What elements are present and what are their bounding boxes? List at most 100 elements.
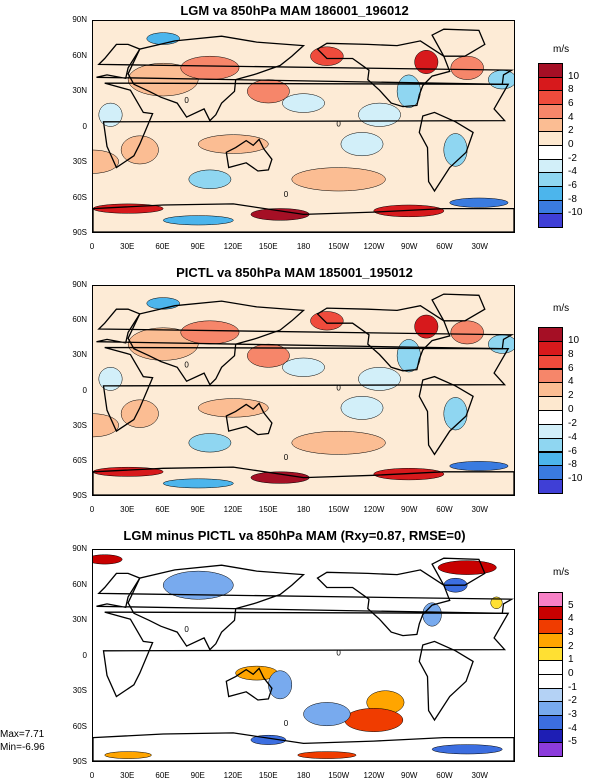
coastline-australia xyxy=(225,667,273,701)
anomaly-region xyxy=(488,69,514,90)
colorbar-swatch xyxy=(538,131,563,146)
colorbar-label: -5 xyxy=(568,736,577,748)
colorbar-swatch xyxy=(538,715,563,730)
colorbar-swatch xyxy=(538,186,563,201)
continent-outlines xyxy=(93,557,514,761)
anomaly-field xyxy=(93,32,514,226)
coastline-antarctica xyxy=(93,203,514,232)
x-tick-label: 120W xyxy=(363,505,385,514)
colorbar-swatch xyxy=(538,172,563,187)
coastline-australia xyxy=(225,138,273,172)
y-tick-label: 30S xyxy=(72,157,87,166)
anomaly-region xyxy=(449,461,509,471)
y-tick-label: 90S xyxy=(72,491,87,500)
colorbar-label: 2 xyxy=(568,640,574,652)
colorbar-swatch xyxy=(538,451,563,467)
x-tick-label: 60W xyxy=(436,771,453,780)
coastline-africa xyxy=(102,82,510,169)
anomaly-region xyxy=(120,399,159,428)
coastline-samerica xyxy=(418,111,474,193)
coastline-europe xyxy=(96,308,514,350)
x-tick-label: 120E xyxy=(223,242,243,251)
anomaly-region xyxy=(180,320,240,345)
panel1-title: LGM va 850hPa MAM 186001_196012 xyxy=(180,3,409,18)
y-tick-label: 30S xyxy=(72,686,87,695)
colorbar-swatch xyxy=(538,382,563,398)
x-tick-label: 90W xyxy=(401,505,418,514)
colorbar-label: 3 xyxy=(568,627,574,638)
anomaly-region xyxy=(340,396,384,420)
x-tick-label: 150W xyxy=(328,242,350,251)
colorbar-swatch xyxy=(538,660,563,675)
y-tick-label: 30N xyxy=(72,350,87,360)
anomaly-region xyxy=(303,702,351,727)
coastline-asia xyxy=(127,300,306,386)
y-tick-label: 0 xyxy=(82,385,87,395)
colorbar-label: -8 xyxy=(568,193,577,205)
panel2-map-svg: 0 0 0 xyxy=(93,293,514,495)
colorbar-swatch xyxy=(538,117,563,133)
x-tick-label: 60W xyxy=(436,242,453,251)
x-tick-label: 120E xyxy=(223,505,243,514)
contour-label: 0 xyxy=(184,625,189,634)
x-tick-label: 0 xyxy=(89,771,95,780)
anomaly-region xyxy=(414,314,439,339)
panel3-max-label: Max=7.71 xyxy=(0,729,45,740)
y-tick-label: 0 xyxy=(82,121,87,131)
coastline-asia xyxy=(127,564,306,651)
anomaly-region xyxy=(344,708,404,732)
x-tick-label: 30W xyxy=(471,242,488,251)
colorbar-swatch xyxy=(538,465,563,481)
coastline-asia xyxy=(127,35,306,122)
colorbar-label: -4 xyxy=(568,722,577,734)
colorbar-label: 10 xyxy=(568,70,580,82)
colorbar-swatch xyxy=(538,619,563,634)
x-tick-label: 150W xyxy=(328,505,350,514)
colorbar-label: -4 xyxy=(568,431,577,443)
colorbar-swatch xyxy=(538,633,563,648)
panel2-unit-label: m/s xyxy=(553,303,570,314)
x-tick-label: 120E xyxy=(223,771,243,780)
anomaly-region xyxy=(291,430,386,455)
colorbar-swatch xyxy=(538,90,563,105)
anomaly-region xyxy=(282,93,325,113)
colorbar-swatch xyxy=(538,340,563,356)
anomaly-region xyxy=(449,197,509,208)
x-tick-label: 150W xyxy=(328,771,350,780)
panel3-map-svg: 0 0 0 xyxy=(93,554,514,761)
anomaly-region xyxy=(93,149,119,174)
x-tick-label: 60W xyxy=(436,505,453,514)
x-tick-label: 30E xyxy=(120,242,135,251)
x-tick-label: 90E xyxy=(190,242,205,251)
y-tick-label: 0 xyxy=(82,650,87,660)
x-tick-label: 180 xyxy=(296,505,311,514)
anomaly-region xyxy=(93,413,119,438)
contour-label: 0 xyxy=(336,649,341,658)
y-tick-label: 90N xyxy=(72,544,87,553)
colorbar-swatch xyxy=(538,104,563,119)
x-tick-label: 60E xyxy=(155,242,170,251)
colorbar-label: 8 xyxy=(568,348,574,360)
x-tick-label: 60E xyxy=(155,771,170,780)
colorbar-label: -8 xyxy=(568,459,577,471)
colorbar-swatch xyxy=(538,687,563,703)
colorbar-swatch xyxy=(538,63,563,78)
contour-label: 0 xyxy=(336,120,341,129)
colorbar-swatch xyxy=(538,327,563,342)
anomaly-region xyxy=(431,744,503,755)
anomaly-region xyxy=(358,367,401,391)
colorbar-label: 2 xyxy=(568,390,574,402)
colorbar-label: 0 xyxy=(568,404,574,415)
anomaly-region xyxy=(162,215,234,226)
anomaly-region xyxy=(340,132,384,157)
panel3-map: 0 0 0 xyxy=(92,549,515,762)
anomaly-region xyxy=(104,751,152,759)
coastline-namerica xyxy=(316,40,451,108)
anomaly-region xyxy=(188,433,232,453)
colorbar-label: 4 xyxy=(568,376,574,388)
y-tick-label: 30S xyxy=(72,420,87,430)
anomaly-region xyxy=(162,570,234,600)
colorbar-swatch xyxy=(538,145,563,160)
x-tick-label: 150E xyxy=(258,242,278,251)
x-tick-label: 90W xyxy=(401,242,418,251)
